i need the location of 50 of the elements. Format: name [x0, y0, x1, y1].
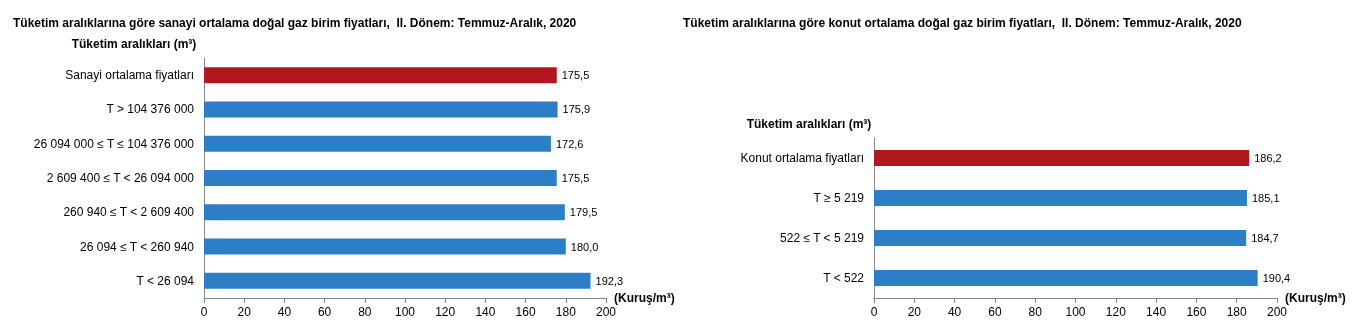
x-tick-label: 20 [237, 305, 252, 319]
x-tick-label: 40 [947, 305, 962, 319]
x-tick-label: 200 [595, 305, 617, 319]
data-label: 180,0 [570, 240, 599, 253]
y-axis-title: Tüketim aralıkları (m³) [71, 37, 197, 51]
y-axis-title: Tüketim aralıkları (m³) [746, 117, 872, 131]
x-tick-label: 20 [907, 305, 922, 319]
x-tick-label: 120 [1105, 305, 1127, 319]
chart-title: Tüketim aralıklarına göre sanayi ortalama doğal gaz birim fiyatları, II. Dönem: Temmuz-Aralık, 2020 [13, 16, 577, 30]
y-tick-label: 26 094 ≤ T < 260 940 [80, 239, 195, 254]
data-label: 179,5 [569, 206, 598, 219]
x-tick-label: 180 [1226, 305, 1248, 319]
y-tick-label: 2 609 400 ≤ T < 26 094 000 [46, 171, 195, 185]
data-label: 186,2 [1254, 152, 1282, 164]
x-tick-label: 160 [515, 305, 536, 319]
x-tick-label: 120 [435, 305, 456, 319]
y-tick-label: Konut ortalama fiyatları [740, 151, 864, 165]
data-label: 192,3 [595, 274, 624, 287]
y-tick-label: T > 104 376 000 [106, 102, 195, 117]
x-tick-label: 200 [1266, 305, 1288, 319]
chart-title: Tüketim aralıklarına göre konut ortalama doğal gaz birim fiyatları, II. Dönem: Temmuz-Aralık, 2020 [683, 16, 1242, 30]
data-label: 184,7 [1251, 232, 1279, 244]
y-tick-label: 260 940 ≤ T < 2 609 400 [63, 205, 195, 220]
x-tick-label: 60 [317, 305, 332, 319]
x-tick-label: 100 [1065, 305, 1086, 319]
x-tick-label: 80 [1028, 305, 1043, 319]
y-tick-label: 522 ≤ T < 5 219 [780, 231, 865, 245]
x-tick-label: 140 [1146, 305, 1167, 319]
data-label: 175,9 [562, 103, 591, 116]
data-label: 185,1 [1251, 192, 1280, 204]
x-tick-label: 80 [358, 305, 372, 319]
x-tick-label: 160 [1186, 305, 1207, 319]
data-label: 190,4 [1262, 272, 1291, 284]
x-axis-title: (Kuruş/m³) [1285, 291, 1346, 305]
x-tick-label: 180 [555, 305, 577, 319]
data-label: 175,5 [561, 172, 590, 184]
y-tick-label: 26 094 000 ≤ T ≤ 104 376 000 [33, 136, 195, 151]
x-tick-label: 0 [200, 305, 208, 319]
y-tick-label: T < 26 094 [136, 273, 195, 288]
x-tick-label: 40 [277, 305, 292, 319]
data-label: 175,5 [561, 69, 590, 82]
x-tick-label: 140 [475, 305, 496, 319]
y-tick-label: T ≥ 5 219 [813, 191, 865, 205]
data-label: 172,6 [555, 137, 584, 150]
x-tick-label: 100 [394, 305, 416, 319]
y-tick-label: Sanayi ortalama fiyatları [65, 68, 194, 83]
x-axis-title: (Kuruş/m³) [614, 291, 675, 305]
x-tick-label: 60 [988, 305, 1002, 319]
y-tick-label: T < 522 [823, 271, 865, 285]
x-tick-label: 0 [870, 305, 878, 319]
